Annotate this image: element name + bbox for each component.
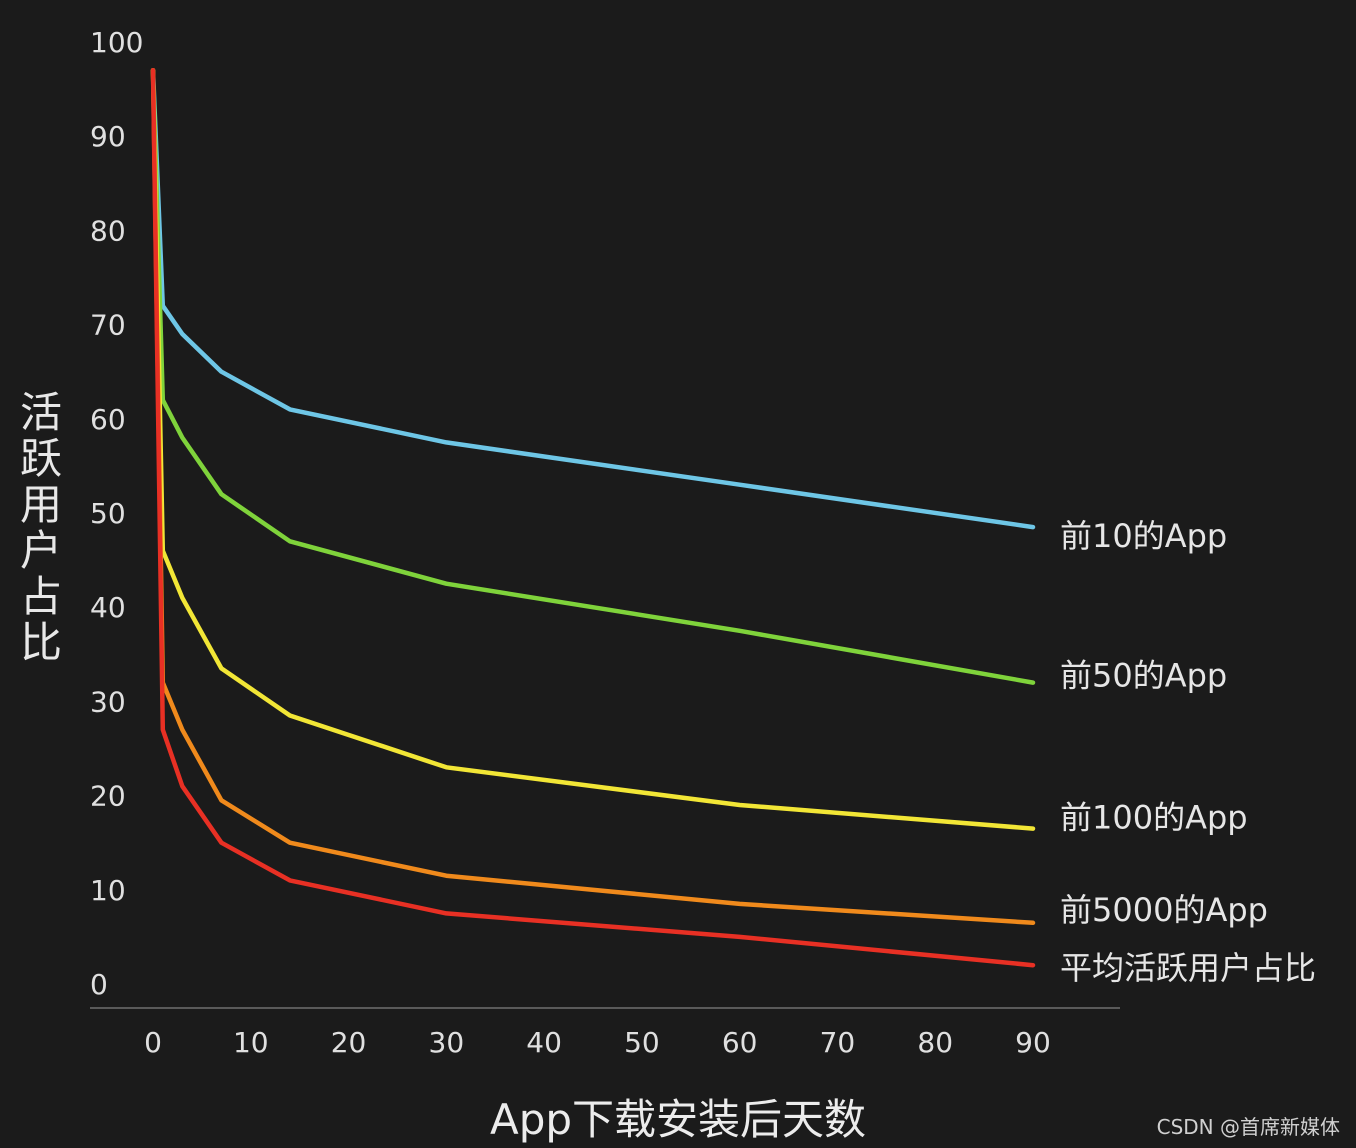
- y-tick-label: 0: [90, 968, 108, 1001]
- series-line: [150, 68, 1036, 831]
- y-tick-label: 90: [90, 120, 126, 153]
- x-tick-label: 40: [526, 1026, 562, 1059]
- series-label: 前5000的App: [1060, 891, 1268, 929]
- y-tick-label: 70: [90, 309, 126, 342]
- x-tick-label: 70: [820, 1026, 856, 1059]
- y-tick-label: 10: [90, 874, 126, 907]
- series-line: [150, 68, 1036, 530]
- series-label: 前100的App: [1060, 799, 1248, 837]
- x-tick-label: 90: [1015, 1026, 1051, 1059]
- series-line: [150, 68, 1036, 926]
- x-tick-label: 60: [722, 1026, 758, 1059]
- series-line: [150, 68, 1036, 968]
- x-tick-label: 30: [429, 1026, 465, 1059]
- series-line: [150, 68, 1036, 685]
- series-label: 前10的App: [1060, 517, 1227, 555]
- y-tick-label: 20: [90, 780, 126, 813]
- series-layer: [150, 68, 1036, 968]
- x-tick-label: 0: [144, 1026, 162, 1059]
- x-axis-label: App下载安装后天数: [489, 1095, 867, 1144]
- series-label-layer: 前10的App 前50的App 前100的App 前5000的App 平均活跃用户占比: [1060, 517, 1316, 987]
- y-tick-label: 80: [90, 214, 126, 247]
- series-label: 平均活跃用户占比: [1060, 949, 1316, 987]
- axis-layer: 0 10 20 30 40 50 60 70 80 90 100 0 10 20 30 40 50 60 70 80 9…: [90, 26, 1120, 1059]
- watermark: CSDN @首席新媒体: [1156, 1115, 1340, 1139]
- y-tick-label: 50: [90, 497, 126, 530]
- x-tick-label: 80: [917, 1026, 953, 1059]
- series-label: 前50的App: [1060, 657, 1227, 695]
- x-tick-label: 20: [331, 1026, 367, 1059]
- y-tick-label: 100: [90, 26, 143, 59]
- y-tick-label: 30: [90, 685, 126, 718]
- y-tick-label: 60: [90, 403, 126, 436]
- x-tick-label: 10: [233, 1026, 269, 1059]
- y-axis-label: 活跃用户占比: [19, 388, 62, 667]
- y-tick-label: 40: [90, 591, 126, 624]
- x-tick-label: 50: [624, 1026, 660, 1059]
